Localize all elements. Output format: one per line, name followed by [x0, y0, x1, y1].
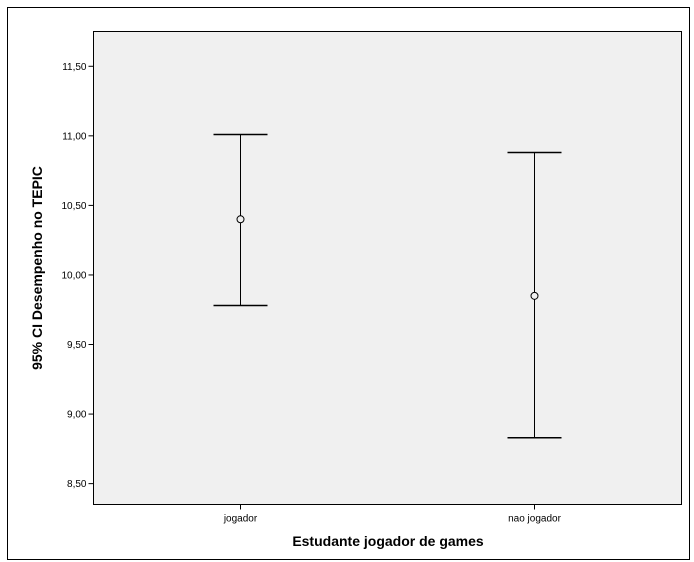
y-tick-label: 10,00 — [61, 270, 86, 281]
y-tick-label: 11,00 — [62, 131, 87, 142]
y-tick-label: 11,50 — [62, 62, 87, 73]
x-axis-ticks: jogador nao jogador — [223, 504, 562, 525]
y-tick-label: 10,50 — [61, 201, 86, 212]
error-bars — [213, 133, 562, 439]
y-tick-label: 9,00 — [67, 410, 87, 421]
mean-point — [530, 291, 539, 300]
mean-point — [236, 215, 245, 224]
x-tick-label: jogador — [223, 514, 258, 525]
y-tick-label: 8,50 — [67, 479, 87, 490]
y-axis-ticks: 8,50 9,00 9,50 10,00 10,50 11,00 11,50 — [61, 62, 94, 490]
x-axis-title: Estudante jogador de games — [292, 533, 484, 549]
y-tick-label: 9,50 — [67, 340, 87, 351]
x-tick-label: nao jogador — [508, 514, 561, 525]
plot-area — [93, 31, 682, 505]
y-axis-title: 95% CI Desempenho no TEPIC — [29, 166, 45, 370]
